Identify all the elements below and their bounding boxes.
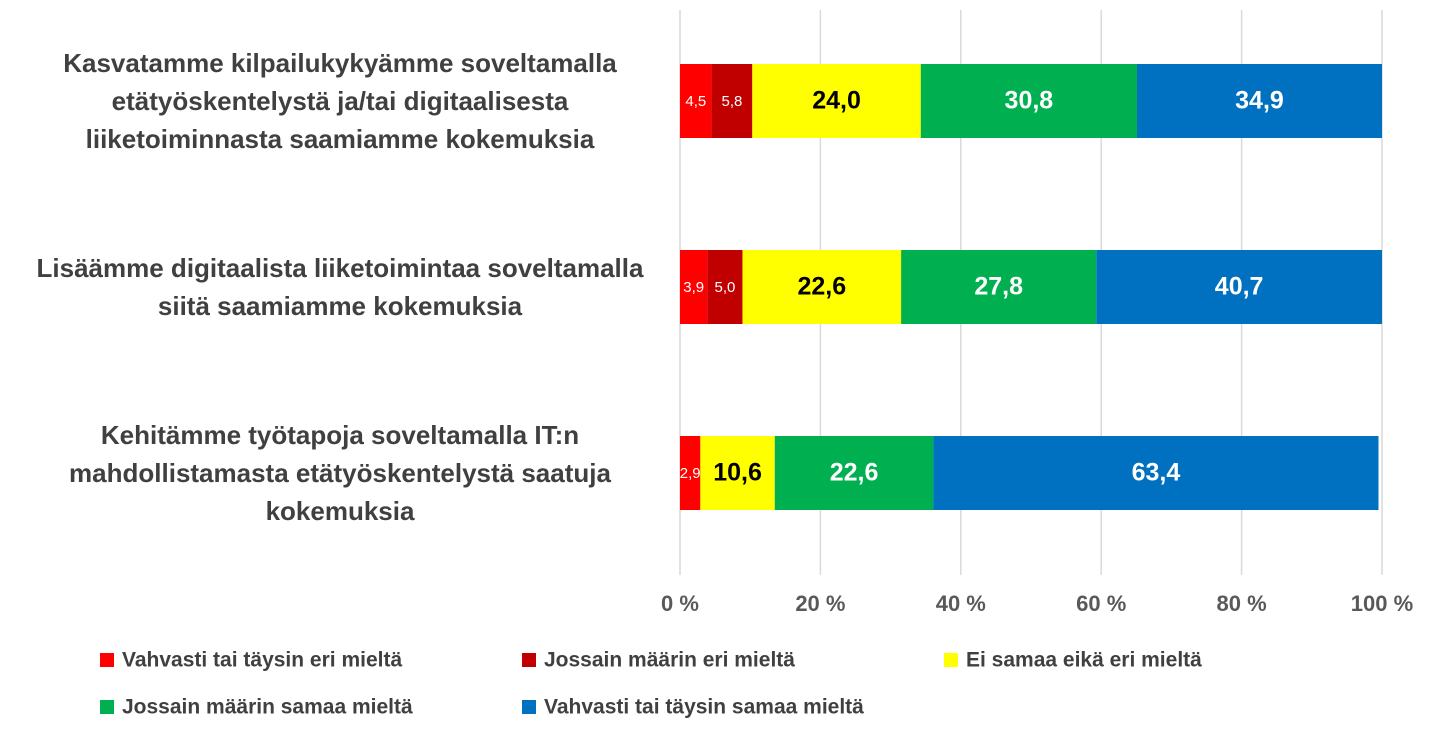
legend-swatch: [100, 700, 114, 714]
value-label: 4,5: [685, 93, 706, 110]
value-label: 10,6: [713, 459, 762, 487]
bar-segment: [680, 64, 712, 138]
bar-segment: [742, 250, 902, 324]
value-label: 24,0: [812, 87, 861, 115]
x-tick-label: 0 %: [661, 591, 699, 616]
legend-label: Vahvasti tai täysin eri mieltä: [122, 649, 402, 672]
x-tick-label: 40 %: [936, 591, 986, 616]
bar-segment: [933, 436, 1379, 510]
category-label: Lisäämme digitaalista liiketoimintaa sov…: [36, 253, 644, 321]
value-label: 2,9: [680, 465, 701, 482]
legend-label: Vahvasti tai täysin samaa mieltä: [544, 696, 864, 719]
value-label: 5,8: [722, 93, 743, 110]
x-tick-label: 60 %: [1076, 591, 1126, 616]
category-label: Kehitämme työtapoja soveltamalla IT:n ma…: [69, 420, 611, 526]
bar-segment: [752, 64, 921, 138]
legend-swatch: [522, 700, 536, 714]
x-tick-label: 100 %: [1351, 591, 1413, 616]
bar-segment: [901, 250, 1097, 324]
legend-swatch: [100, 653, 114, 667]
legend-label: Jossain määrin samaa mieltä: [122, 696, 413, 719]
bar-segment: [680, 436, 701, 510]
bar-segment: [774, 436, 934, 510]
value-label: 40,7: [1215, 273, 1264, 301]
value-label: 3,9: [683, 279, 704, 296]
value-label: 5,0: [714, 279, 735, 296]
bar-segment: [700, 436, 775, 510]
value-label: 34,9: [1235, 87, 1284, 115]
value-label: 30,8: [1005, 87, 1054, 115]
bar-segment: [920, 64, 1138, 138]
bar-segment: [707, 250, 743, 324]
value-label: 22,6: [830, 459, 879, 487]
x-tick-label: 20 %: [795, 591, 845, 616]
bar-segment: [1096, 250, 1382, 324]
bar-segment: [680, 250, 708, 324]
legend-label: Jossain määrin eri mieltä: [544, 649, 795, 672]
legend-swatch: [944, 653, 958, 667]
value-label: 22,6: [797, 273, 846, 301]
bar-segment: [711, 64, 753, 138]
legend-swatch: [522, 653, 536, 667]
x-tick-label: 80 %: [1217, 591, 1267, 616]
value-label: 27,8: [974, 273, 1023, 301]
legend-label: Ei samaa eikä eri mieltä: [966, 649, 1202, 672]
value-label: 63,4: [1132, 459, 1181, 487]
category-label: Kasvatamme kilpailukykyämme soveltamalla…: [63, 48, 617, 154]
bar-segment: [1137, 64, 1382, 138]
